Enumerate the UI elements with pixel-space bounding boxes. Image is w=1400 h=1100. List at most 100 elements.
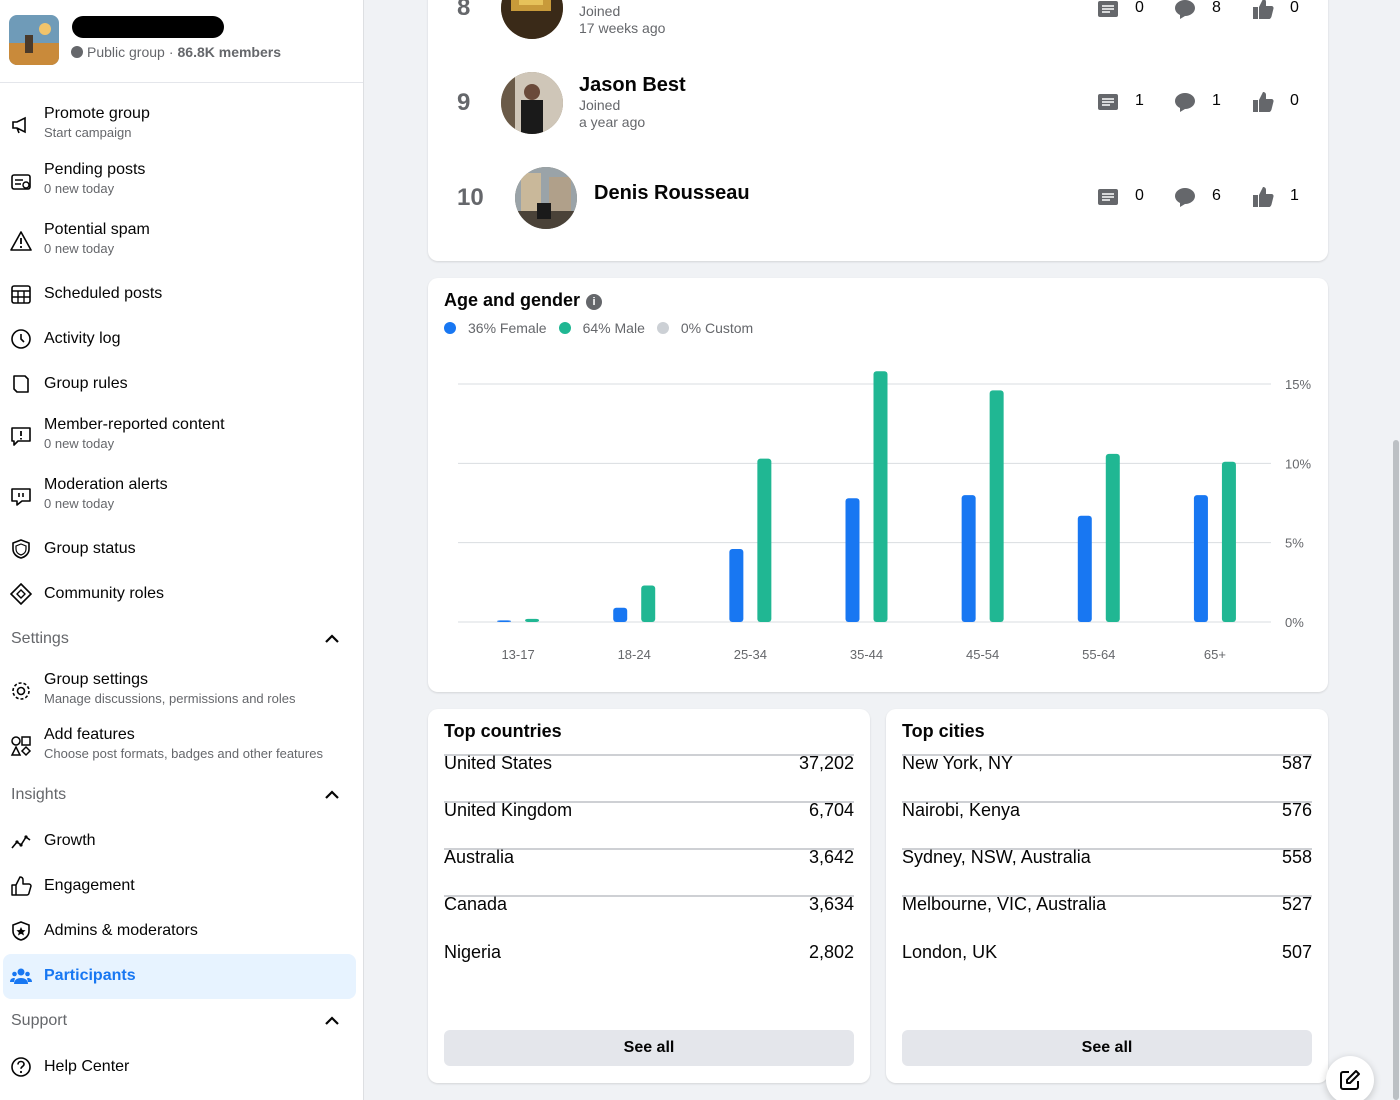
sidebar-item-participants[interactable]: Participants xyxy=(3,954,356,999)
globe-icon xyxy=(71,46,83,58)
top-countries-card: Top countries United States 37,202 Unite… xyxy=(428,709,870,1083)
city-name: Nairobi, Kenya xyxy=(902,800,1021,820)
posts-icon xyxy=(1098,1,1118,17)
city-row: Sydney, NSW, Australia 558 xyxy=(902,803,1312,867)
sidebar-item-community-roles[interactable]: Community roles xyxy=(0,583,363,605)
group-members: 86.8K members xyxy=(177,44,282,60)
thumbs-up-icon xyxy=(1253,92,1274,112)
contributor-avatar[interactable] xyxy=(515,167,577,229)
chart-legend: 36% Female 64% Male 0% Custom xyxy=(444,320,753,336)
insights-section-header[interactable]: Insights xyxy=(11,783,341,807)
sidebar-item-sub: 0 new today xyxy=(44,241,115,256)
contributor-joined-when: 17 weeks ago xyxy=(579,20,666,36)
posts-icon xyxy=(1098,94,1118,110)
contributor-avatar[interactable] xyxy=(501,0,563,39)
contributor-name[interactable]: Denis Rousseau xyxy=(594,182,750,204)
sidebar-item-scheduled-posts[interactable]: Scheduled posts xyxy=(0,283,363,305)
comments-stat: 1 xyxy=(1174,91,1221,113)
city-value: 576 xyxy=(1281,800,1312,820)
country-row: Canada 3,634 xyxy=(444,850,854,914)
sidebar-item-sub: 0 new today xyxy=(44,436,115,451)
warning-icon xyxy=(10,230,32,252)
thumbs-up-icon xyxy=(1253,187,1274,207)
legend-custom: 0% Custom xyxy=(656,320,753,336)
sidebar-item-activity-log[interactable]: Activity log xyxy=(0,328,363,350)
support-section-header[interactable]: Support xyxy=(11,1009,341,1033)
legend-female-dot xyxy=(444,322,456,334)
sidebar-item-group-status[interactable]: Group status xyxy=(0,538,363,560)
see-all-countries-button[interactable]: See all xyxy=(444,1030,854,1066)
contributor-rank: 9 xyxy=(457,89,471,116)
clock-icon xyxy=(10,328,32,350)
question-icon xyxy=(10,1056,32,1078)
diamond-icon xyxy=(10,583,32,605)
section-heading: Settings xyxy=(11,630,69,647)
contributor-avatar[interactable] xyxy=(501,72,563,134)
sidebar-item-admins-moderators[interactable]: Admins & moderators xyxy=(0,920,363,942)
compose-button[interactable] xyxy=(1326,1056,1374,1100)
contributor-name[interactable]: Jason Best xyxy=(579,74,686,96)
top-contributors-card: 8 Joined 17 weeks ago 0 8 0 9 Jason Best… xyxy=(428,0,1328,261)
sidebar-item-group-rules[interactable]: Group rules xyxy=(0,373,363,395)
bar-female xyxy=(1193,495,1208,622)
city-value: 587 xyxy=(1281,753,1312,773)
country-row: United Kingdom 6,704 xyxy=(444,756,854,820)
sidebar-item-promote-group[interactable]: Promote group Start campaign xyxy=(0,103,363,147)
legend-male-label: 64% Male xyxy=(582,320,645,336)
country-row: Australia 3,642 xyxy=(444,803,854,867)
contributor-joined-when: a year ago xyxy=(579,114,646,130)
info-icon[interactable]: i xyxy=(586,294,603,310)
reactions-stat: 0 xyxy=(1252,91,1299,113)
sidebar-item-sub: Choose post formats, badges and other fe… xyxy=(44,746,323,761)
sidebar-item-label: Pending posts xyxy=(44,161,146,178)
chevron-up-icon[interactable] xyxy=(323,1012,341,1030)
bar-male xyxy=(757,458,772,622)
sidebar-item-sub: 0 new today xyxy=(44,181,115,196)
sidebar-item-pending-posts[interactable]: Pending posts 0 new today xyxy=(0,159,363,203)
contributor-row[interactable]: 9 Jason Best Joined a year ago 1 1 0 xyxy=(428,62,1328,152)
comments-count: 1 xyxy=(1212,92,1221,109)
x-tick-label: 65+ xyxy=(1204,647,1226,662)
country-value: 3,642 xyxy=(808,847,854,867)
sidebar-item-label: Potential spam xyxy=(44,221,150,238)
sidebar-item-label: Engagement xyxy=(44,877,135,894)
sidebar-item-add-features[interactable]: Add features Choose post formats, badges… xyxy=(0,724,363,768)
sidebar-item-moderation-alerts[interactable]: Moderation alerts 0 new today xyxy=(0,474,363,518)
group-avatar[interactable] xyxy=(9,15,59,65)
chevron-up-icon[interactable] xyxy=(323,786,341,804)
bar-male xyxy=(525,618,540,622)
comments-stat: 8 xyxy=(1174,0,1221,20)
country-name: Australia xyxy=(444,847,515,867)
sidebar-item-member-reported-content[interactable]: Member-reported content 0 new today xyxy=(0,414,363,458)
settings-section-header[interactable]: Settings xyxy=(11,627,341,651)
posts-stat: 0 xyxy=(1097,0,1144,20)
comments-stat: 6 xyxy=(1174,186,1221,208)
legend-male-dot xyxy=(558,322,571,334)
sidebar-item-help-center[interactable]: Help Center xyxy=(0,1056,363,1078)
contributor-row[interactable]: 8 Joined 17 weeks ago 0 8 0 xyxy=(428,0,1328,70)
admin-sidebar: Public group · 86.8K members Promote gro… xyxy=(0,0,364,1100)
sidebar-item-label: Growth xyxy=(44,832,96,849)
sidebar-item-label: Member-reported content xyxy=(44,416,225,433)
contributor-row[interactable]: 10 Denis Rousseau 0 6 1 xyxy=(428,158,1328,248)
country-value: 37,202 xyxy=(798,753,854,773)
sidebar-item-group-settings[interactable]: Group settings Manage discussions, permi… xyxy=(0,669,363,713)
y-tick-label: 10% xyxy=(1285,456,1311,471)
sidebar-item-label: Group status xyxy=(44,540,136,557)
compose-icon xyxy=(1340,1070,1360,1090)
top-cities-card: Top cities New York, NY 587 Nairobi, Ken… xyxy=(886,709,1328,1083)
sidebar-item-growth[interactable]: Growth xyxy=(0,830,363,852)
country-name: Nigeria xyxy=(444,942,502,962)
group-meta-separator: · xyxy=(168,44,174,60)
chevron-up-icon[interactable] xyxy=(323,630,341,648)
section-heading: Insights xyxy=(11,786,67,803)
sidebar-item-label: Moderation alerts xyxy=(44,476,168,493)
thumbs-up-icon xyxy=(10,875,32,897)
posts-count: 0 xyxy=(1135,0,1144,16)
sidebar-item-engagement[interactable]: Engagement xyxy=(0,875,363,897)
see-all-cities-button[interactable]: See all xyxy=(902,1030,1312,1066)
page-scrollbar[interactable] xyxy=(1393,440,1399,1100)
redacted-group-name xyxy=(72,16,224,38)
sidebar-item-potential-spam[interactable]: Potential spam 0 new today xyxy=(0,219,363,263)
sidebar-item-label: Participants xyxy=(44,967,136,984)
